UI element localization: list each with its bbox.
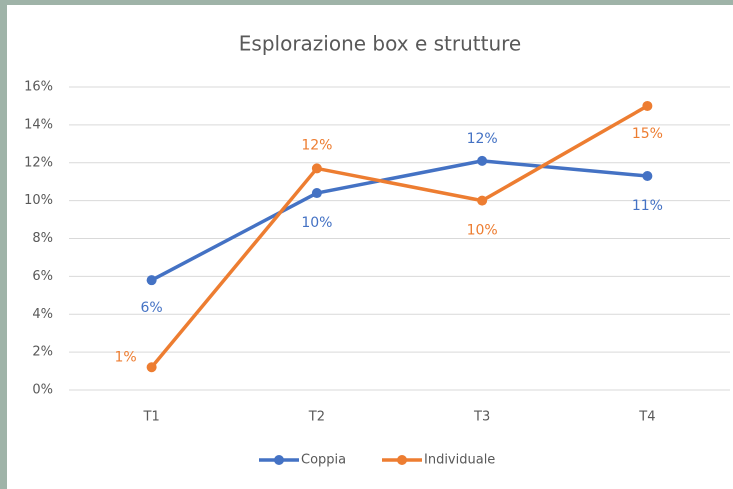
data-label: 10% [467,223,498,239]
y-tick-label: 8% [32,231,53,246]
y-tick-label: 4% [32,307,53,322]
y-tick-label: 0% [32,383,53,398]
y-tick-label: 6% [32,269,53,284]
legend-marker [397,455,407,465]
line [150,104,649,369]
y-tick-label: 12% [24,155,53,170]
marker [311,163,322,174]
data-label: 12% [467,131,498,147]
marker [477,155,488,166]
marker [642,171,653,182]
data-label: 15% [632,126,663,142]
data-label: 1% [115,349,137,365]
x-tick-label: T4 [638,410,655,425]
y-tick-label: 2% [32,345,53,360]
line [150,159,648,282]
legend-label: Individuale [424,453,495,468]
data-label: 10% [301,215,332,231]
legend-marker [274,455,284,465]
data-label: 6% [141,300,163,316]
chart-title: Esplorazione box e strutture [239,32,521,56]
x-tick-label: T2 [308,410,325,425]
y-tick-label: 10% [24,193,53,208]
chart: Esplorazione box e strutture 0% 2% 4% 6% 8% 1… [7,5,733,489]
marker [146,275,157,286]
marker [477,195,488,206]
data-label: 11% [632,198,663,214]
y-tick-label: 16% [24,80,53,95]
data-label: 12% [301,137,332,153]
y-tick-label: 14% [24,117,53,132]
marker [642,100,653,111]
x-tick-label: T3 [473,410,490,425]
x-tick-label: T1 [143,410,160,425]
marker [146,362,157,373]
legend-label: Coppia [301,453,346,468]
marker [311,188,322,199]
